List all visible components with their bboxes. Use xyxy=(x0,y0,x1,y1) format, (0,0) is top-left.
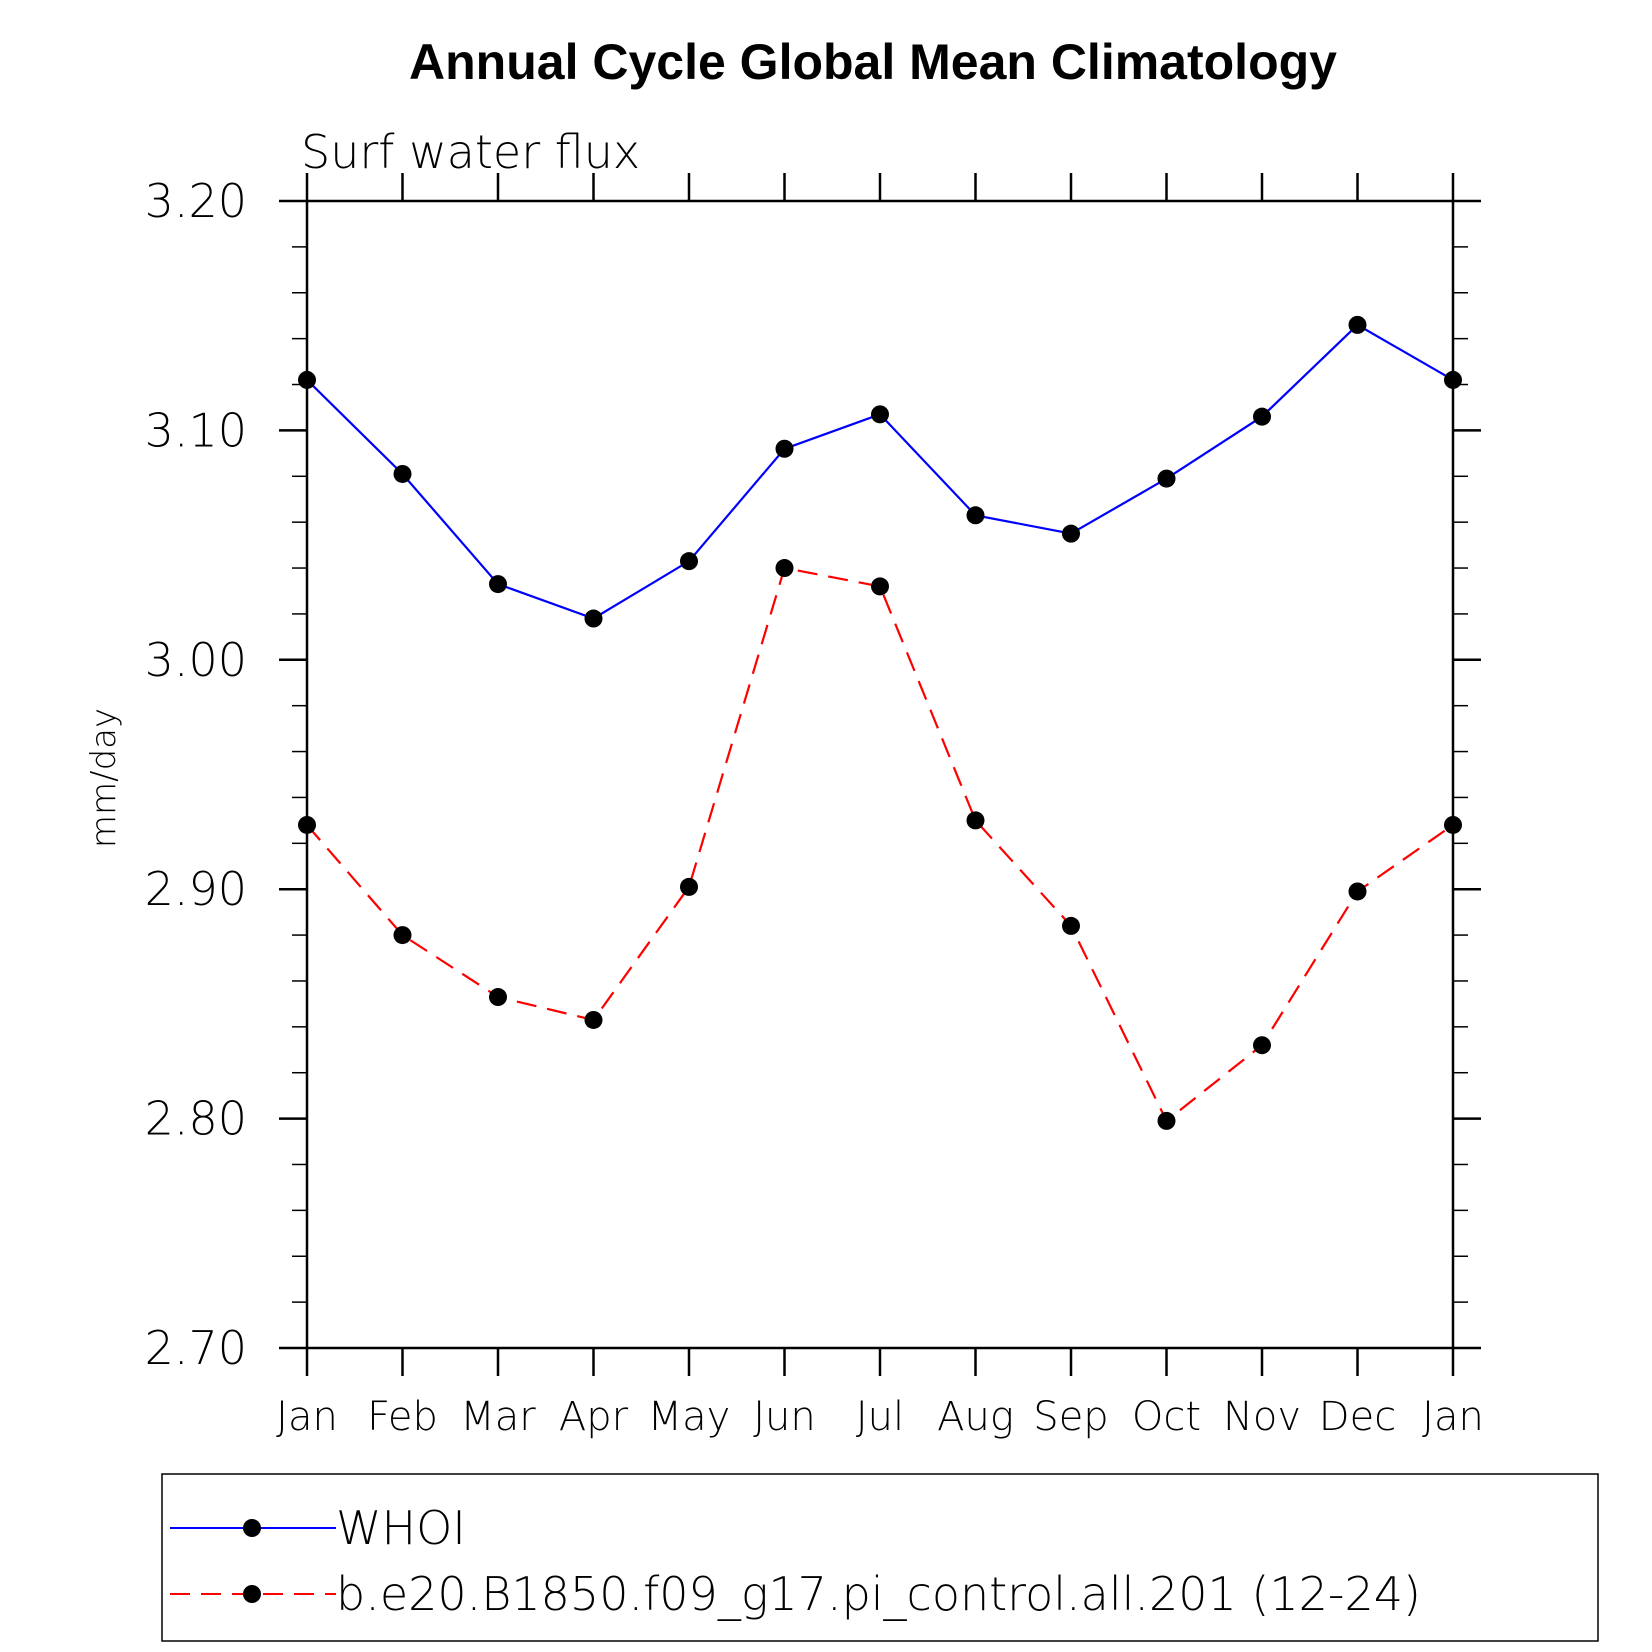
series-line-1 xyxy=(306,566,1454,1123)
series-1 xyxy=(298,559,1462,1130)
series-point-0 xyxy=(584,609,603,628)
x-tick-label: Sep xyxy=(1033,1394,1108,1440)
x-tick-label: Dec xyxy=(1319,1394,1396,1440)
y-tick-label: 3.10 xyxy=(145,403,247,457)
legend-whoi-marker xyxy=(243,1519,261,1537)
legend-box xyxy=(161,1473,1599,1642)
x-tick-label: May xyxy=(648,1394,731,1440)
series-point-1 xyxy=(871,577,889,596)
series-point-0 xyxy=(966,506,985,525)
series-line-0 xyxy=(306,323,1454,620)
series-point-0 xyxy=(1253,407,1271,426)
series-point-1 xyxy=(1157,1111,1176,1130)
series-point-1 xyxy=(966,811,985,830)
y-tick-label: 2.80 xyxy=(145,1092,247,1146)
x-tick-label: Jan xyxy=(1422,1394,1484,1440)
series-point-0 xyxy=(1062,524,1080,543)
plot-frame xyxy=(305,199,1455,1350)
legend: WHOI b.e20.B1850.f09_g17.pi_control.all.… xyxy=(161,1473,1599,1642)
x-tick-label: Mar xyxy=(460,1394,536,1440)
x-tick-label: Aug xyxy=(937,1394,1014,1440)
plot-series xyxy=(298,315,1462,1130)
series-point-1 xyxy=(1444,815,1462,834)
y-tick-label: 2.90 xyxy=(145,862,247,916)
series-point-0 xyxy=(298,370,316,389)
series-point-0 xyxy=(775,439,794,458)
axes: 2.70 2.80 2.90 3.00 3.10 3.20 Jan Feb Mar Apr May J… xyxy=(145,173,1484,1440)
y-axis-label: mm/day xyxy=(84,708,124,848)
series-point-0 xyxy=(393,464,412,483)
series-point-0 xyxy=(1444,370,1462,389)
series-point-1 xyxy=(1253,1036,1271,1055)
legend-control-label: b.e20.B1850.f09_g17.pi_control.all.201 (… xyxy=(336,1567,1421,1621)
x-tick-label: Feb xyxy=(367,1394,438,1440)
x-tick-label: Jan xyxy=(276,1394,338,1440)
series-point-1 xyxy=(680,877,698,896)
series-point-0 xyxy=(680,552,698,571)
chart-subtitle: Surf water flux xyxy=(301,125,640,179)
series-point-1 xyxy=(775,559,794,578)
series-point-1 xyxy=(1348,882,1367,901)
series-point-0 xyxy=(489,575,507,594)
series-point-1 xyxy=(298,815,316,834)
y-tick-label: 3.00 xyxy=(145,633,247,687)
series-point-1 xyxy=(393,926,412,945)
x-tick-label: Nov xyxy=(1223,1394,1301,1440)
series-point-1 xyxy=(489,988,507,1007)
series-point-0 xyxy=(1157,469,1176,488)
x-tick-label: Jun xyxy=(753,1394,816,1440)
series-point-0 xyxy=(1348,315,1367,334)
x-tick-label: Oct xyxy=(1132,1394,1201,1440)
y-tick-label: 2.70 xyxy=(145,1321,247,1375)
x-tick-label: Jul xyxy=(856,1394,904,1440)
series-point-1 xyxy=(1062,916,1080,935)
legend-whoi-label: WHOI xyxy=(336,1501,466,1555)
series-0 xyxy=(298,315,1462,628)
x-tick-label: Apr xyxy=(559,1394,629,1440)
legend-control-marker xyxy=(243,1585,261,1603)
chart-title: Annual Cycle Global Mean Climatology xyxy=(409,34,1337,90)
y-tick-label: 3.20 xyxy=(145,174,247,228)
series-point-1 xyxy=(584,1010,603,1029)
series-point-0 xyxy=(871,405,889,424)
